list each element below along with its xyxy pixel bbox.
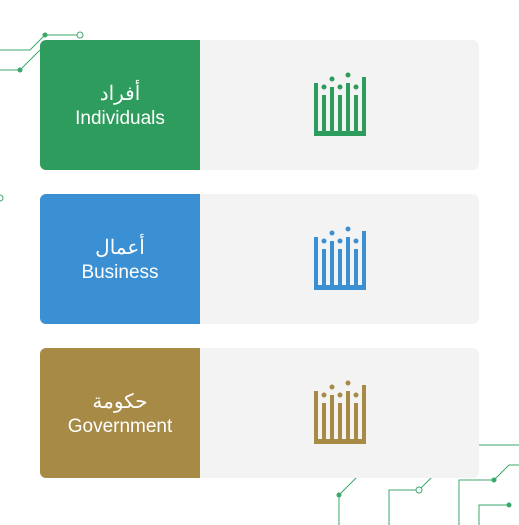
card-individuals[interactable]: أفراد Individuals bbox=[40, 40, 479, 170]
absher-logo-icon bbox=[308, 69, 372, 141]
card-business-label-en: Business bbox=[81, 262, 158, 284]
card-business[interactable]: أعمال Business bbox=[40, 194, 479, 324]
card-individuals-label-panel: أفراد Individuals bbox=[40, 40, 200, 170]
card-government[interactable]: حكومة Government bbox=[40, 348, 479, 478]
card-government-label-panel: حكومة Government bbox=[40, 348, 200, 478]
card-government-label-en: Government bbox=[68, 416, 173, 438]
card-individuals-label-en: Individuals bbox=[75, 108, 165, 130]
absher-logo-icon bbox=[308, 377, 372, 449]
card-individuals-label-ar: أفراد bbox=[100, 81, 141, 106]
card-government-icon-panel bbox=[200, 348, 479, 478]
service-cards-container: أفراد Individuals bbox=[0, 0, 519, 498]
card-business-label-panel: أعمال Business bbox=[40, 194, 200, 324]
card-individuals-icon-panel bbox=[200, 40, 479, 170]
card-business-icon-panel bbox=[200, 194, 479, 324]
card-government-label-ar: حكومة bbox=[92, 389, 147, 414]
absher-logo-icon bbox=[308, 223, 372, 295]
card-business-label-ar: أعمال bbox=[95, 235, 145, 260]
